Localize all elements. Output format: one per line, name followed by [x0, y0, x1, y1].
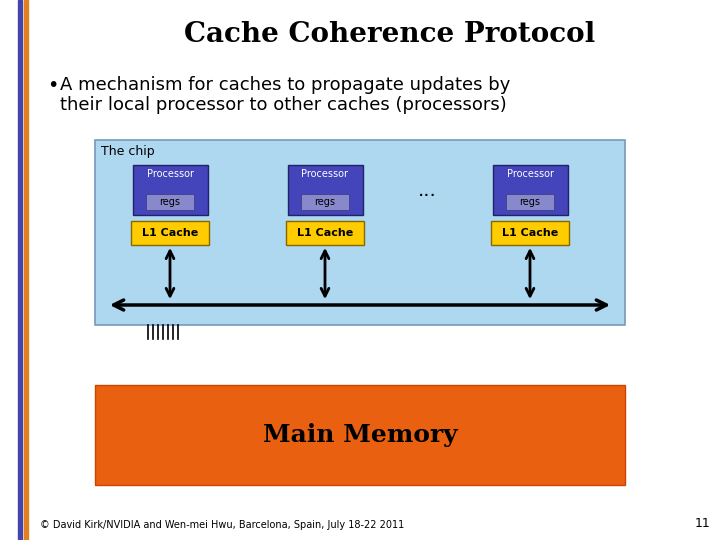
Bar [492, 165, 567, 215]
Bar [301, 194, 349, 210]
Bar [95, 140, 625, 325]
Text: L1 Cache: L1 Cache [502, 228, 558, 238]
Text: Cache Coherence Protocol: Cache Coherence Protocol [184, 22, 595, 49]
Bar [287, 165, 362, 215]
Text: regs: regs [315, 197, 336, 207]
Bar [18, 0, 22, 540]
Text: regs: regs [520, 197, 541, 207]
Bar [491, 221, 569, 245]
Text: Processor: Processor [146, 169, 194, 179]
Text: L1 Cache: L1 Cache [142, 228, 198, 238]
Text: •: • [47, 76, 58, 95]
Bar [132, 165, 207, 215]
Bar [506, 194, 554, 210]
Bar [146, 194, 194, 210]
Text: Main Memory: Main Memory [263, 423, 457, 447]
Bar [286, 221, 364, 245]
Text: regs: regs [160, 197, 181, 207]
Text: The chip: The chip [101, 145, 155, 158]
Bar [24, 0, 28, 540]
Text: 11: 11 [694, 517, 710, 530]
Text: © David Kirk/NVIDIA and Wen-mei Hwu, Barcelona, Spain, July 18-22 2011: © David Kirk/NVIDIA and Wen-mei Hwu, Bar… [40, 520, 404, 530]
Text: Processor: Processor [302, 169, 348, 179]
Text: ...: ... [418, 180, 437, 199]
Text: their local processor to other caches (processors): their local processor to other caches (p… [60, 96, 507, 114]
Bar [95, 385, 625, 485]
Bar [131, 221, 209, 245]
Text: A mechanism for caches to propagate updates by: A mechanism for caches to propagate upda… [60, 76, 510, 94]
Text: L1 Cache: L1 Cache [297, 228, 353, 238]
Text: Processor: Processor [506, 169, 554, 179]
